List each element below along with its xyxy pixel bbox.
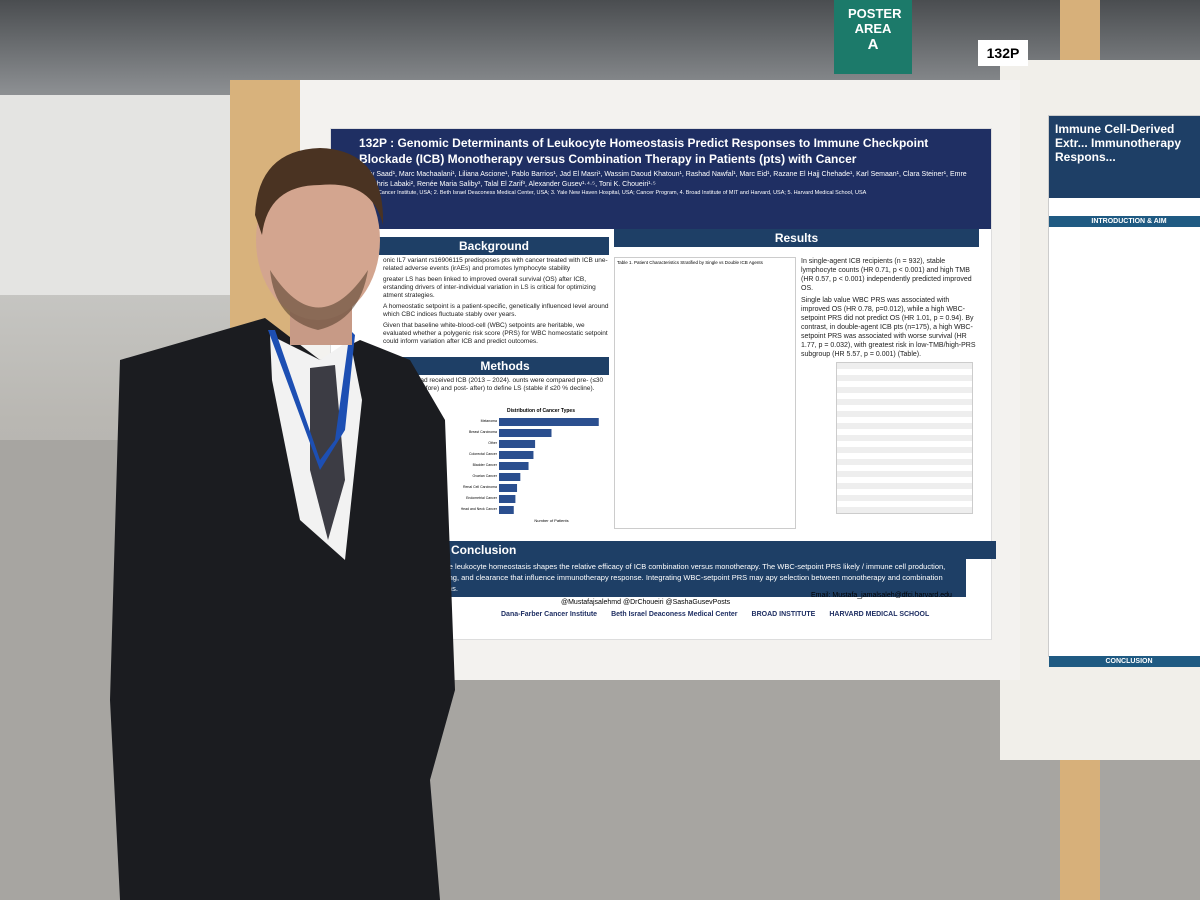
category-label: Melanoma: [481, 419, 497, 423]
bullet: In single-agent ICB recipients (n = 932)…: [801, 258, 972, 292]
poster-affiliations: 1. Dana-Farber Cancer Institute, USA; 2.…: [339, 190, 867, 196]
results-text: In single-agent ICB recipients (n = 932)…: [801, 257, 976, 362]
bar: [499, 473, 521, 481]
bar: [499, 418, 599, 426]
category-label: Head and Neck Cancer: [461, 507, 498, 511]
bar: [499, 495, 516, 503]
category-label: Breast Carcinoma: [469, 430, 497, 434]
results-heading: Results: [614, 229, 979, 247]
bullet: Given that baseline white-blood-cell (WB…: [383, 322, 608, 345]
results-table: Table 1. Patient Characteristics Stratif…: [614, 257, 796, 529]
side-title: Immune Cell-Derived Extr... Immunotherap…: [1049, 116, 1200, 198]
category-label: Other: [488, 441, 498, 445]
poster-header: 132P : Genomic Determinants of Leukocyte…: [331, 129, 991, 229]
area-letter: A: [867, 36, 879, 53]
wall: [0, 95, 240, 295]
chart-title: Distribution of Cancer Types: [507, 408, 575, 414]
logo: Beth Israel Deaconess Medical Center: [611, 611, 738, 618]
bar: [499, 484, 518, 492]
methods-heading: Methods: [401, 357, 609, 375]
bar: [499, 451, 534, 459]
forest-plot: [836, 362, 973, 514]
cancer-type-chart: Distribution of Cancer Types Melanoma Brea…: [461, 408, 599, 523]
side-intro: INTRODUCTION & AIM: [1049, 216, 1200, 227]
category-label: Renal Cell Carcinoma: [463, 485, 497, 489]
bullet: A homeostatic setpoint is a patient-spec…: [383, 303, 609, 318]
side-conclusion: CONCLUSION: [1049, 656, 1200, 667]
logos: Dana-Farber Cancer Institute Beth Israel …: [501, 611, 981, 618]
poster-title: 132P : Genomic Determinants of Leukocyte…: [359, 136, 929, 166]
background-heading: Background: [379, 237, 609, 255]
board-number: 132P: [978, 40, 1028, 66]
conclusion-heading: Conclusion: [421, 541, 996, 559]
background-text: onic IL7 variant rs16906115 predisposes …: [383, 257, 611, 349]
poster-authors: aleh¹, Eddy Saad¹, Marc Machaalani¹, Lil…: [339, 171, 967, 188]
logo: Dana-Farber Cancer Institute: [501, 611, 598, 618]
x-axis-label: Number of Patients: [534, 518, 568, 523]
side-poster: Immune Cell-Derived Extr... Immunotherap…: [1048, 115, 1200, 667]
area-label: POSTER AREA: [848, 6, 902, 36]
suit: [110, 318, 455, 900]
bullet: greater LS has been linked to improved o…: [383, 276, 596, 299]
logo: HARVARD MEDICAL SCHOOL: [829, 611, 930, 618]
category-label: Endometrial Cancer: [466, 496, 498, 500]
logo: BROAD INSTITUTE: [751, 611, 816, 618]
category-label: Ovarian Cancer: [472, 474, 497, 478]
bullet: onic IL7 variant rs16906115 predisposes …: [383, 257, 608, 272]
hair: [255, 148, 384, 235]
methods-text: who had received ICB (2013 – 2024). ount…: [403, 377, 604, 392]
face: [256, 160, 380, 320]
bar: [499, 506, 514, 514]
category-label: Colorectal Cancer: [469, 452, 498, 456]
bar: [499, 440, 536, 448]
beard: [270, 270, 368, 330]
side-board: Immune Cell-Derived Extr... Immunotherap…: [1000, 60, 1200, 760]
bullet: Single lab value WBC PRS was associated …: [801, 297, 976, 358]
bar: [499, 429, 552, 437]
email: Email: Mustafa_jamalsaleh@dfci.harvard.e…: [811, 592, 952, 599]
table-title: Table 1. Patient Characteristics Stratif…: [617, 260, 763, 265]
lanyard: [268, 330, 355, 470]
bar: [499, 462, 529, 470]
area-sign: POSTER AREA A: [834, 0, 912, 74]
category-label: Bladder Cancer: [473, 463, 498, 467]
social-handles: @Mustafajsalehmd @DrChoueiri @SashaGusev…: [561, 599, 731, 606]
